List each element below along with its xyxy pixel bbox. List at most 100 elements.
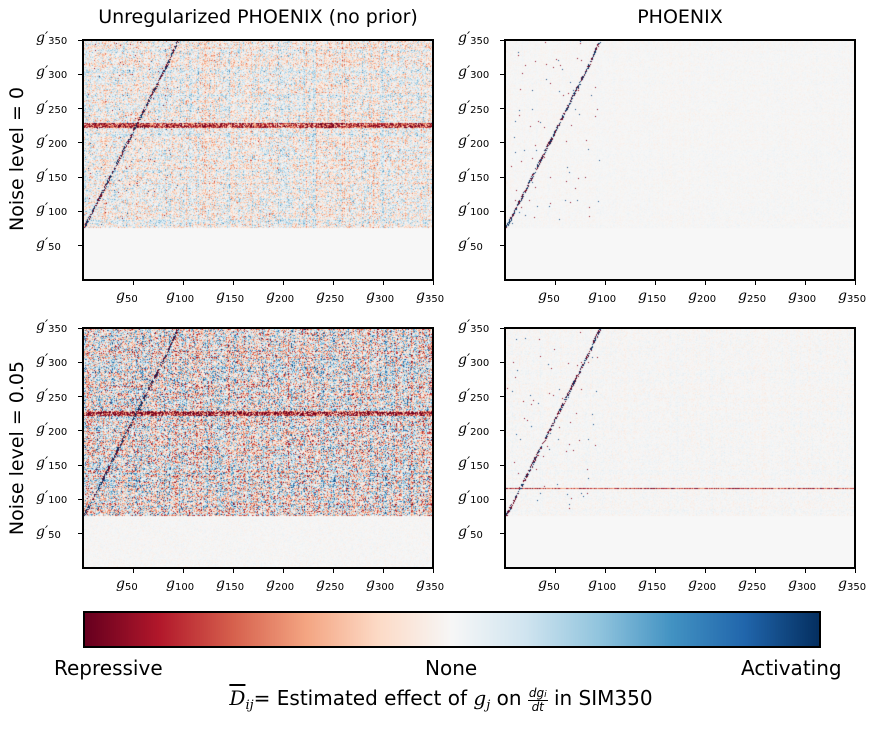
frac-den: dt: [531, 699, 544, 714]
x-tick-label: g50: [538, 576, 560, 593]
x-tick-label: g100: [588, 288, 617, 305]
x-tick-label: g100: [166, 576, 195, 593]
heatmap-canvas: [506, 41, 854, 279]
colorbar: [83, 611, 821, 648]
y-tick-label: g′100: [36, 489, 68, 507]
x-tick-label: g350: [416, 288, 445, 305]
y-tick-label: g′350: [458, 30, 490, 47]
y-tick-mark: [500, 176, 504, 178]
x-tick-mark: [282, 569, 284, 573]
y-tick-mark: [500, 245, 504, 247]
y-tick-label: g′300: [458, 352, 490, 370]
x-tick-mark: [754, 569, 756, 573]
y-tick-mark: [500, 498, 504, 500]
caption-on: on: [496, 686, 522, 710]
colorbar-label-repressive: Repressive: [54, 656, 163, 680]
y-tick-mark: [78, 464, 82, 466]
y-tick-mark: [500, 210, 504, 212]
y-tick-mark: [500, 327, 504, 329]
y-tick-label: g′350: [36, 30, 68, 47]
y-tick-label: g′200: [458, 132, 490, 150]
x-tick-mark: [754, 281, 756, 285]
y-tick-mark: [78, 142, 82, 144]
y-tick-mark: [78, 396, 82, 398]
x-tick-mark: [132, 281, 134, 285]
colorbar-label-activating: Activating: [741, 656, 842, 680]
colorbar-label-none: None: [425, 656, 478, 680]
y-tick-label: g′300: [36, 352, 68, 370]
x-tick-mark: [332, 569, 334, 573]
y-tick-label: g′250: [36, 386, 68, 404]
x-tick-mark: [282, 281, 284, 285]
x-tick-mark: [554, 281, 556, 285]
heatmap-canvas: [84, 329, 432, 567]
y-tick-label: g′100: [36, 201, 68, 219]
x-tick-mark: [804, 281, 806, 285]
y-tick-mark: [78, 39, 82, 41]
y-tick-mark: [78, 533, 82, 535]
x-tick-mark: [854, 569, 856, 573]
heatmap-unregularized-noise-005: [82, 327, 434, 569]
x-tick-label: g200: [266, 288, 295, 305]
y-tick-label: g′350: [458, 318, 490, 335]
y-tick-mark: [500, 464, 504, 466]
y-tick-mark: [500, 73, 504, 75]
y-tick-label: g′150: [458, 455, 490, 473]
x-tick-mark: [604, 281, 606, 285]
x-tick-mark: [382, 281, 384, 285]
heatmap-canvas: [84, 41, 432, 279]
y-tick-mark: [78, 498, 82, 500]
x-tick-label: g300: [366, 288, 395, 305]
y-tick-label: g′100: [458, 489, 490, 507]
y-tick-mark: [500, 430, 504, 432]
y-tick-label: g′50: [36, 523, 61, 541]
x-tick-mark: [554, 569, 556, 573]
x-tick-label: g150: [216, 288, 245, 305]
x-tick-mark: [604, 569, 606, 573]
y-tick-label: g′50: [36, 235, 61, 253]
x-tick-label: g200: [688, 288, 717, 305]
y-tick-mark: [500, 39, 504, 41]
colorbar-caption: Dij= Estimated effect of gj on dgi dt in …: [0, 686, 882, 713]
x-tick-label: g50: [116, 288, 138, 305]
x-tick-label: g200: [266, 576, 295, 593]
x-tick-mark: [854, 281, 856, 285]
x-tick-label: g300: [788, 576, 817, 593]
caption-var: g: [473, 686, 487, 710]
y-tick-mark: [78, 327, 82, 329]
y-tick-label: g′300: [458, 64, 490, 82]
x-tick-label: g250: [316, 576, 345, 593]
x-tick-label: g250: [316, 288, 345, 305]
x-tick-label: g200: [688, 576, 717, 593]
y-tick-mark: [500, 108, 504, 110]
row-label-top: Noise level = 0: [6, 87, 28, 232]
x-tick-label: g350: [416, 576, 445, 593]
x-tick-label: g300: [788, 288, 817, 305]
y-tick-label: g′250: [458, 98, 490, 116]
heatmap-phoenix-noise-005: [504, 327, 856, 569]
x-tick-mark: [382, 569, 384, 573]
x-tick-label: g250: [738, 288, 767, 305]
y-tick-mark: [78, 176, 82, 178]
y-tick-label: g′350: [36, 318, 68, 335]
x-tick-label: g50: [116, 576, 138, 593]
x-tick-label: g50: [538, 288, 560, 305]
frac-num-sub: i: [544, 689, 547, 700]
x-tick-label: g100: [588, 576, 617, 593]
y-tick-mark: [78, 210, 82, 212]
y-tick-label: g′150: [36, 167, 68, 185]
row-label-bottom: Noise level = 0.05: [6, 360, 28, 536]
heatmap-phoenix-noise-0: [504, 39, 856, 281]
y-tick-label: g′200: [36, 132, 68, 150]
x-tick-mark: [804, 569, 806, 573]
x-tick-label: g100: [166, 288, 195, 305]
y-tick-label: g′250: [36, 98, 68, 116]
x-tick-label: g150: [638, 576, 667, 593]
x-tick-label: g150: [216, 576, 245, 593]
y-tick-mark: [500, 142, 504, 144]
y-tick-mark: [78, 108, 82, 110]
x-tick-label: g250: [738, 576, 767, 593]
x-tick-mark: [704, 569, 706, 573]
heatmap-canvas: [506, 329, 854, 567]
caption-subscript: ij: [245, 698, 254, 713]
